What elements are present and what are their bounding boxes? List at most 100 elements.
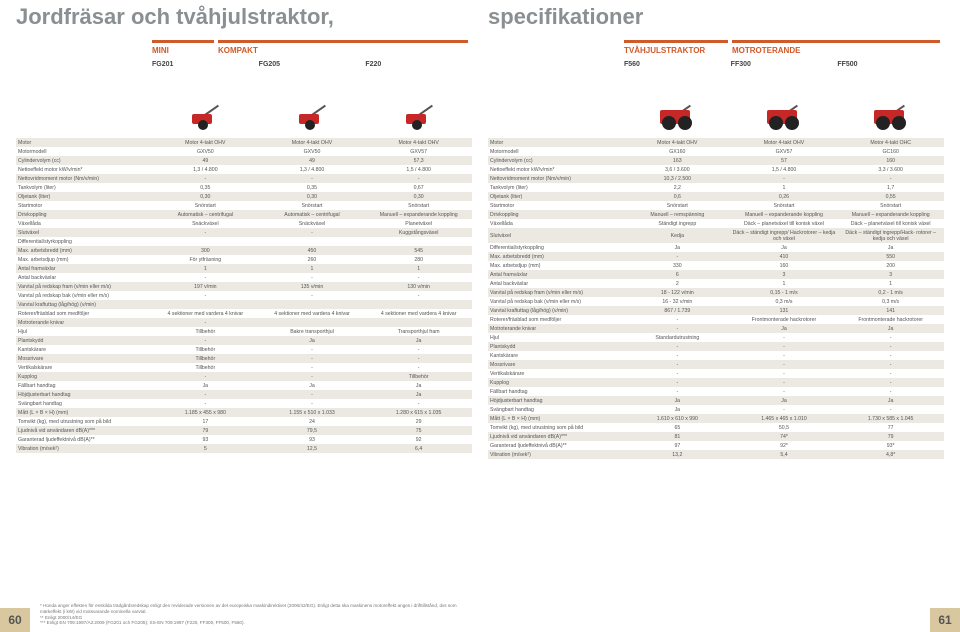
row-value: Tillbehör bbox=[152, 345, 259, 354]
row-value: 6 bbox=[624, 270, 731, 279]
row-value: - bbox=[837, 174, 944, 183]
row-label: Motormodell bbox=[16, 147, 152, 156]
row-value: - bbox=[259, 291, 366, 300]
row-value: 4 sektioner med vardera 4 knivar bbox=[365, 309, 472, 318]
table-row: Kantskärare--- bbox=[488, 351, 944, 360]
right-page: specifikationer TVÅHJULSTRAKTOR MOTROTER… bbox=[480, 0, 960, 632]
spec-table-left: MotorMotor 4-takt OHVMotor 4-takt OHVMot… bbox=[16, 138, 472, 453]
row-value: Automatisk – centrifugal bbox=[259, 210, 366, 219]
row-value: GXV57 bbox=[365, 147, 472, 156]
row-value: 163 bbox=[624, 156, 731, 165]
row-value: 0,30 bbox=[365, 192, 472, 201]
row-value: För ytfräsning bbox=[152, 255, 259, 264]
row-value: Snörstart bbox=[837, 201, 944, 210]
row-value: Snörstart bbox=[259, 201, 366, 210]
row-label: Tomvikt (kg), med utrustning som på bild bbox=[16, 417, 152, 426]
row-value: 24 bbox=[259, 417, 366, 426]
table-row: MotormodellGXV50GXV50GXV57 bbox=[16, 147, 472, 156]
row-value: 4 sektioner med vardera 4 knivar bbox=[259, 309, 366, 318]
row-value: Tillbehör bbox=[152, 327, 259, 336]
table-row: Oljetank (liter)0,60,260,55 bbox=[488, 192, 944, 201]
row-label: Nettovridmoment motor (Nm/v/min) bbox=[488, 174, 624, 183]
model-fg201: FG201 bbox=[152, 61, 259, 68]
row-label: Tankvolym (liter) bbox=[16, 183, 152, 192]
row-value: Ja bbox=[259, 381, 366, 390]
row-value: - bbox=[259, 390, 366, 399]
table-row: Oljetank (liter)0,300,300,30 bbox=[16, 192, 472, 201]
row-value: Frontmonterade hackrotorer bbox=[731, 315, 838, 324]
table-row: Nettoeffekt motor kW/v/min*3,6 / 3.6001,… bbox=[488, 165, 944, 174]
row-value: Snörstart bbox=[365, 201, 472, 210]
row-value: 13,2 bbox=[624, 450, 731, 459]
footnote-1: * Honda anger effekten för enskilda träd… bbox=[40, 603, 470, 614]
row-label: Nettoeffekt motor kW/v/min* bbox=[16, 165, 152, 174]
row-value: 93 bbox=[259, 435, 366, 444]
row-label: Vibration (m/sek²) bbox=[488, 450, 624, 459]
row-value: Snörstart bbox=[152, 201, 259, 210]
row-value: - bbox=[624, 351, 731, 360]
spacer bbox=[16, 40, 152, 55]
row-label: Växellåda bbox=[488, 219, 624, 228]
row-value: 280 bbox=[365, 255, 472, 264]
table-row: Svängbart handtagJa-- bbox=[488, 405, 944, 414]
spec-table-wrap-right: MotorMotor 4-takt OHVMotor 4-takt OHVMot… bbox=[488, 138, 944, 568]
model-f220: F220 bbox=[365, 61, 472, 68]
row-value: - bbox=[259, 345, 366, 354]
series-header-right: TVÅHJULSTRAKTOR MOTROTERANDE bbox=[488, 40, 944, 55]
row-value: - bbox=[365, 363, 472, 372]
row-label: Slutväxel bbox=[16, 228, 152, 237]
row-value: 0,2 - 1 m/s bbox=[837, 288, 944, 297]
row-value: - bbox=[731, 369, 838, 378]
row-value: - bbox=[731, 405, 838, 414]
row-label: Ljudnivå vid användaren dB(A)*** bbox=[16, 426, 152, 435]
img-fg201 bbox=[152, 74, 259, 130]
row-label: Antal framväxlar bbox=[488, 270, 624, 279]
row-label: Nettovridmoment motor (Nm/v/min) bbox=[16, 174, 152, 183]
row-value: 2 bbox=[624, 279, 731, 288]
row-value: - bbox=[259, 228, 366, 237]
row-value: 0,3 m/s bbox=[837, 297, 944, 306]
row-value: Tillbehör bbox=[152, 354, 259, 363]
row-value: 1,5 / 4.800 bbox=[365, 165, 472, 174]
series-mini: MINI bbox=[152, 40, 214, 55]
row-value: Manuell – expanderande koppling bbox=[365, 210, 472, 219]
img-f220 bbox=[365, 74, 472, 130]
row-label: Vibration (m/sek²) bbox=[16, 444, 152, 453]
row-value: 160 bbox=[837, 156, 944, 165]
row-value: Ja bbox=[259, 336, 366, 345]
row-value: 65 bbox=[624, 423, 731, 432]
row-label: Kantskärare bbox=[16, 345, 152, 354]
row-label: Drivkoppling bbox=[488, 210, 624, 219]
row-value: Kedja bbox=[624, 228, 731, 243]
row-value: - bbox=[259, 363, 366, 372]
row-label: Oljetank (liter) bbox=[488, 192, 624, 201]
row-value: - bbox=[837, 369, 944, 378]
table-row: MotormodellGX160GXV57GC160 bbox=[488, 147, 944, 156]
table-row: Antal framväxlar111 bbox=[16, 264, 472, 273]
row-value: - bbox=[624, 360, 731, 369]
row-value: - bbox=[731, 342, 838, 351]
table-row: Svängbart handtag--- bbox=[16, 399, 472, 408]
row-label: Mossrivare bbox=[16, 354, 152, 363]
row-label: Höjdjusterbart handtag bbox=[16, 390, 152, 399]
row-label: Vertikalskärare bbox=[488, 369, 624, 378]
row-value: 79 bbox=[152, 426, 259, 435]
table-row: Fällbart handtagJaJaJa bbox=[16, 381, 472, 390]
row-value: Ja bbox=[365, 336, 472, 345]
row-value: Ja bbox=[731, 396, 838, 405]
row-value: 4,8* bbox=[837, 450, 944, 459]
row-value: Ja bbox=[365, 381, 472, 390]
table-row: Max. arbetsbredd (mm)-410550 bbox=[488, 252, 944, 261]
table-row: Plantskydd-JaJa bbox=[16, 336, 472, 345]
row-label: Varvtal kraftuttag (låg/hög) (v/min) bbox=[16, 300, 152, 309]
row-value: - bbox=[259, 174, 366, 183]
row-label: Växellåda bbox=[16, 219, 152, 228]
row-value: Frontmonterade hackrotorer bbox=[837, 315, 944, 324]
table-row: Max. arbetsdjup (mm)330160200 bbox=[488, 261, 944, 270]
row-value: Ja bbox=[624, 405, 731, 414]
row-value: 18 - 122 v/min bbox=[624, 288, 731, 297]
row-value: 57 bbox=[731, 156, 838, 165]
row-value: - bbox=[365, 345, 472, 354]
spacer bbox=[488, 40, 624, 55]
row-value: 10,3 / 2.500 bbox=[624, 174, 731, 183]
